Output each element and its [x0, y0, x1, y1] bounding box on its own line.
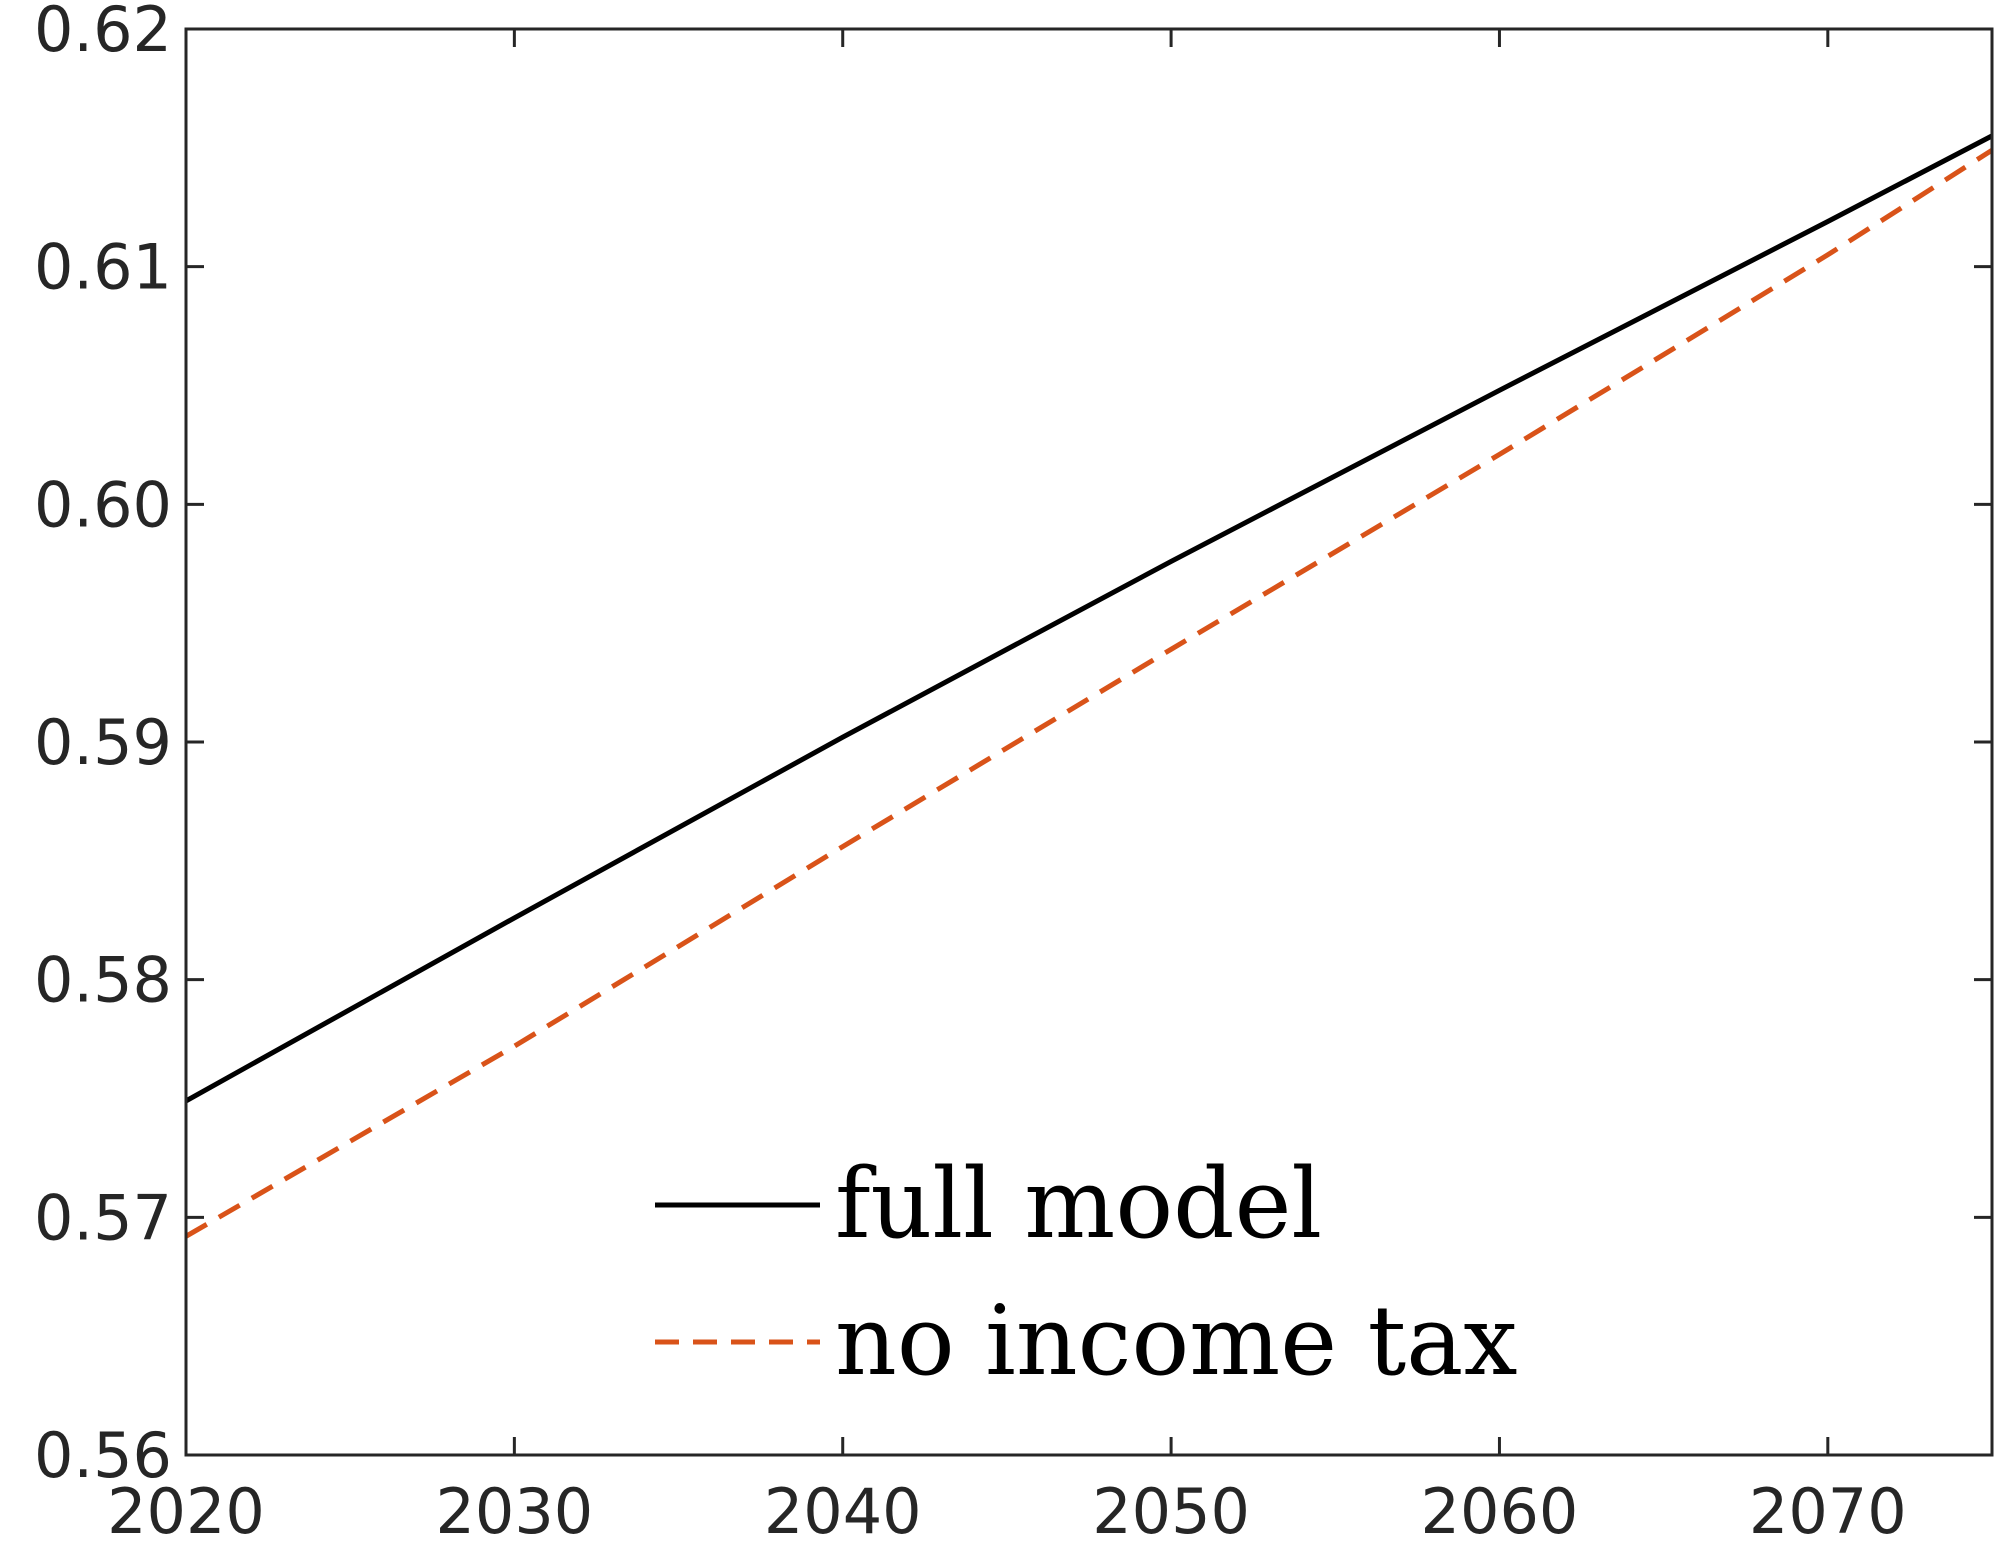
y-tick-label: 0.59	[34, 706, 172, 779]
x-tick-label: 2060	[1421, 1475, 1579, 1548]
y-tick-label: 0.58	[34, 944, 172, 1017]
x-tick-label: 2020	[107, 1475, 265, 1548]
x-tick-label: 2040	[764, 1475, 922, 1548]
y-tick-label: 0.61	[34, 231, 172, 304]
y-axis-tick-labels: 0.56 0.57 0.58 0.59 0.60 0.61 0.62	[34, 0, 172, 1492]
plot-lines	[184, 133, 1994, 1239]
x-axis-tick-labels: 2020 2030 2040 2050 2060 2070	[107, 1475, 1907, 1548]
y-tick-label: 0.56	[34, 1419, 172, 1492]
axis-ticks	[184, 27, 1992, 1457]
legend-label: no income tax	[835, 1285, 1518, 1397]
series-line-full-model	[184, 133, 1994, 1104]
y-tick-label: 0.62	[34, 0, 172, 66]
x-tick-label: 2070	[1749, 1475, 1907, 1548]
x-tick-label: 2050	[1092, 1475, 1250, 1548]
series-line-no-income-tax	[184, 148, 1994, 1239]
y-tick-label: 0.60	[34, 468, 172, 541]
legend: full model no income tax	[655, 1148, 1518, 1397]
y-tick-label: 0.57	[34, 1181, 172, 1254]
legend-label: full model	[835, 1148, 1322, 1260]
x-tick-label: 2030	[435, 1475, 593, 1548]
